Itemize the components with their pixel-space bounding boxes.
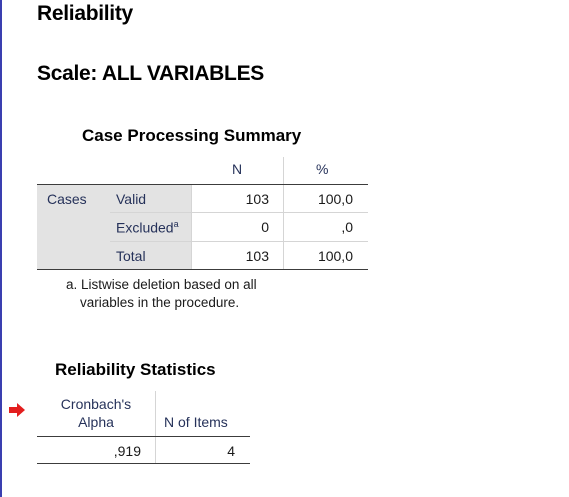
header-rule [37,436,250,437]
col-header-n: N [232,161,243,177]
cell-valid-pct: 100,0 [317,191,353,207]
table-bottom-rule [37,269,368,270]
cell-alpha: ,919 [113,443,141,459]
row-header-shading [37,185,191,270]
footnote-line-1: a. Listwise deletion based on all [66,277,257,292]
footnote-marker: a [173,219,179,229]
col-header-alpha-line1: Cronbach's [60,396,132,412]
page-title: Reliability [37,2,133,25]
col-header-alpha-line2: Alpha [78,414,114,430]
scale-title: Scale: ALL VARIABLES [37,62,264,85]
reliability-statistics-title: Reliability Statistics [55,360,216,379]
row-rule [110,212,368,213]
red-arrow-icon [9,403,25,417]
col-header-percent: % [316,161,329,177]
excluded-label-text: Excluded [116,219,174,236]
col-header-n-items: N of Items [164,414,228,430]
column-divider [283,157,284,270]
row-label-valid: Valid [116,191,147,207]
table-bottom-rule [37,463,250,464]
cell-total-n: 103 [245,248,269,264]
row-label-excluded: Excludeda [116,219,179,236]
header-rule [37,184,368,185]
column-divider [191,185,192,270]
cell-valid-n: 103 [245,191,269,207]
row-rule [110,241,368,242]
case-processing-title: Case Processing Summary [82,126,302,145]
column-divider [155,391,156,464]
cell-n-items: 4 [227,443,235,459]
cell-total-pct: 100,0 [317,248,353,264]
cell-excluded-n: 0 [261,219,269,235]
row-group-cases: Cases [47,191,87,207]
cell-excluded-pct: ,0 [341,219,353,235]
window-left-border [0,0,2,497]
footnote-line-2: variables in the procedure. [80,295,240,310]
row-label-total: Total [116,248,146,264]
